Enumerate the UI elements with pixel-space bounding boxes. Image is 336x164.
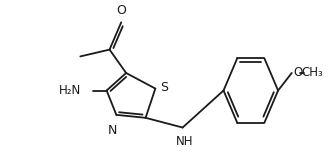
Text: O: O	[116, 4, 126, 17]
Text: O: O	[294, 66, 303, 80]
Text: CH₃: CH₃	[301, 66, 323, 80]
Text: N: N	[108, 124, 117, 137]
Text: H₂N: H₂N	[59, 84, 81, 97]
Text: NH: NH	[176, 135, 193, 148]
Text: S: S	[160, 81, 168, 94]
